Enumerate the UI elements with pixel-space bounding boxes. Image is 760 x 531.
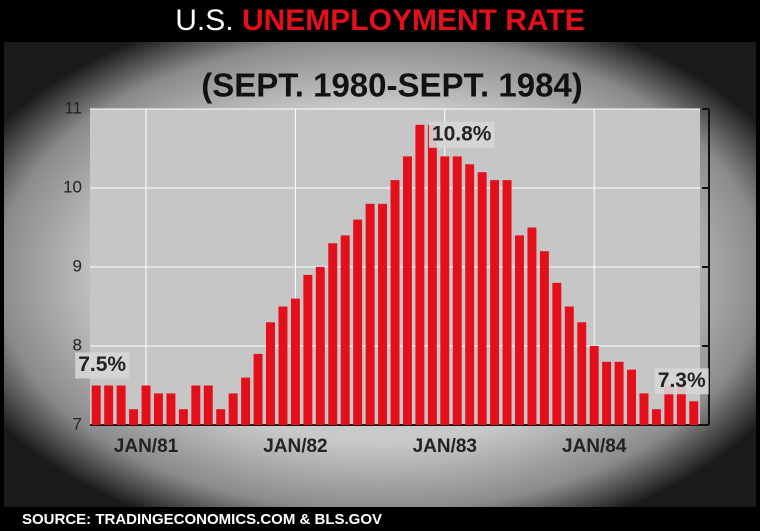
bar xyxy=(116,385,126,425)
value-label-bg xyxy=(654,368,709,395)
bar xyxy=(253,353,263,425)
bar xyxy=(651,409,661,425)
bar xyxy=(465,164,475,426)
bar xyxy=(614,361,624,425)
bar xyxy=(178,409,188,425)
bar xyxy=(228,393,238,425)
bar xyxy=(440,156,450,425)
bar xyxy=(390,180,400,425)
bar xyxy=(303,274,313,425)
bar xyxy=(515,235,524,425)
bar xyxy=(216,409,226,425)
bar xyxy=(552,282,562,425)
x-tick-label: JAN/83 xyxy=(413,436,477,457)
bar xyxy=(266,322,275,425)
bar xyxy=(689,401,699,425)
bar xyxy=(378,203,388,425)
bar xyxy=(664,385,674,425)
bar xyxy=(427,124,437,426)
bar xyxy=(153,393,163,425)
bar xyxy=(141,385,151,425)
title-emphasis: UNEMPLOYMENT RATE xyxy=(242,4,585,37)
bar xyxy=(527,227,537,425)
bar xyxy=(365,203,375,425)
value-label-bg xyxy=(75,352,130,379)
x-tick-label: JAN/82 xyxy=(263,436,327,457)
title-part: U.S. xyxy=(175,4,233,37)
bar xyxy=(203,385,213,425)
bar xyxy=(602,361,612,425)
source: SOURCE: TRADINGECONOMICS.COM & BLS.GOV xyxy=(22,511,382,528)
value-label: 7.5% xyxy=(78,353,126,376)
bar xyxy=(166,393,176,425)
bar xyxy=(477,172,487,425)
bar xyxy=(490,180,500,425)
bar xyxy=(539,251,549,425)
value-label: 7.3% xyxy=(658,369,706,392)
y-tick-label: 8 xyxy=(73,335,82,354)
bar xyxy=(241,377,251,425)
bar xyxy=(290,298,300,425)
bar xyxy=(91,385,101,425)
bar xyxy=(104,385,114,425)
bar xyxy=(315,267,325,425)
bar xyxy=(340,235,350,425)
value-label-bg xyxy=(428,121,495,148)
y-tick-label: 10 xyxy=(63,177,82,196)
x-tick-label: JAN/84 xyxy=(562,436,627,457)
bar xyxy=(577,322,587,425)
bar xyxy=(452,156,462,425)
bar xyxy=(353,219,363,425)
bar xyxy=(676,385,686,425)
value-label: 10.8% xyxy=(432,122,492,145)
bar xyxy=(502,180,512,425)
y-tick-label: 7 xyxy=(73,414,82,433)
bar xyxy=(278,306,288,425)
y-tick-label: 11 xyxy=(64,98,82,117)
bar xyxy=(402,156,412,425)
x-tick-label: JAN/81 xyxy=(114,436,179,457)
chart-title: U.S. UNEMPLOYMENT RATE xyxy=(175,4,584,37)
bar xyxy=(627,369,637,425)
bar xyxy=(191,385,201,425)
bar xyxy=(589,346,599,425)
y-tick-label: 9 xyxy=(73,256,82,275)
bar xyxy=(129,409,139,425)
bar xyxy=(564,306,574,425)
bar xyxy=(328,243,338,425)
subtitle: (SEPT. 1980-SEPT. 1984) xyxy=(201,67,583,104)
bar xyxy=(639,393,649,425)
bar xyxy=(415,124,425,426)
